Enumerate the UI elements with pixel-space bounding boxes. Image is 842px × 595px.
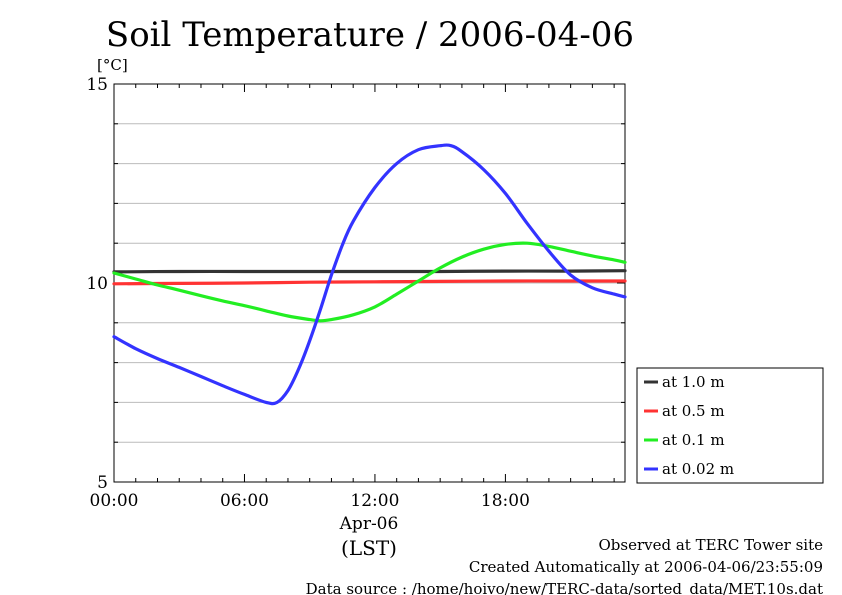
axis-ticks: 5 10 15 00:00 06:00 12:00 18:00 bbox=[86, 75, 625, 511]
legend-box bbox=[636, 367, 824, 484]
footer-site-note: Observed at TERC Tower site bbox=[598, 536, 823, 554]
legend-entry-label: at 0.02 m bbox=[662, 460, 734, 478]
y-tick-label: 5 bbox=[97, 473, 108, 493]
chart-title: Soil Temperature / 2006-04-06 bbox=[106, 15, 634, 55]
y-tick-label: 10 bbox=[86, 274, 108, 294]
legend-entry-label: at 0.5 m bbox=[662, 402, 725, 420]
legend-entry-label: at 0.1 m bbox=[662, 431, 725, 449]
series-line-0 bbox=[112, 269, 627, 274]
x-axis-title: (LST) bbox=[341, 536, 397, 560]
x-tick-label: 12:00 bbox=[350, 491, 399, 511]
y-axis-unit-label: [°C] bbox=[97, 56, 128, 74]
footer-created-note: Created Automatically at 2006-04-06/23:5… bbox=[469, 558, 823, 576]
legend: at 1.0 m at 0.5 m at 0.1 m at 0.02 m bbox=[636, 367, 824, 484]
series-line-1 bbox=[112, 279, 627, 286]
x-tick-label: 06:00 bbox=[220, 491, 269, 511]
x-tick-label: 18:00 bbox=[481, 491, 530, 511]
x-tick-label: 00:00 bbox=[90, 491, 139, 511]
series-lines bbox=[112, 143, 627, 406]
y-tick-label: 15 bbox=[86, 75, 108, 95]
series-line-3 bbox=[112, 143, 627, 406]
footer-data-source: Data source : /home/hoivo/new/TERC-data/… bbox=[306, 580, 823, 595]
series-line-2 bbox=[112, 241, 627, 323]
x-axis-date-label: Apr-06 bbox=[339, 514, 399, 534]
legend-entry-label: at 1.0 m bbox=[662, 373, 725, 391]
